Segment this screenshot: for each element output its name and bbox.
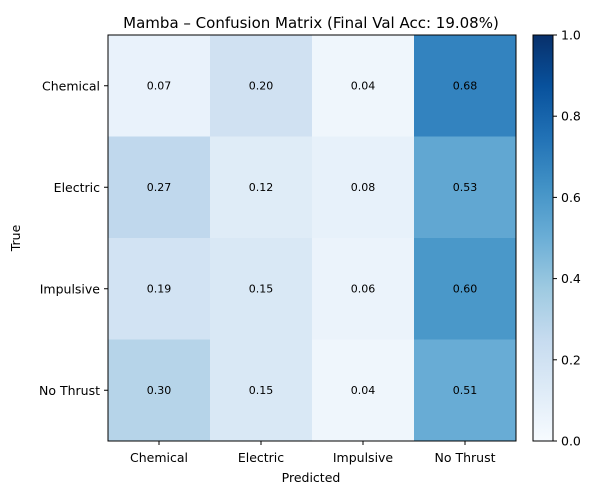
cell-value-label: 0.60 bbox=[453, 282, 478, 295]
heatmap-cells bbox=[108, 35, 517, 442]
heatmap-cell bbox=[414, 35, 517, 137]
cell-value-label: 0.15 bbox=[249, 384, 274, 397]
x-tick-label: No Thrust bbox=[434, 450, 495, 465]
heatmap-cell bbox=[108, 238, 211, 340]
cell-value-label: 0.04 bbox=[351, 384, 376, 397]
cell-value-label: 0.12 bbox=[249, 181, 274, 194]
x-tick-label: Impulsive bbox=[333, 450, 394, 465]
heatmap-cell bbox=[210, 339, 313, 442]
y-axis-ticks: Chemical Electric Impulsive No Thrust bbox=[39, 78, 108, 398]
heatmap-cell bbox=[312, 339, 415, 442]
x-axis-ticks: Chemical Electric Impulsive No Thrust bbox=[130, 441, 496, 465]
colorbar-ticks: 0.0 0.2 0.4 0.6 0.8 1.0 bbox=[553, 28, 581, 449]
heatmap-cell-labels: 0.07 0.20 0.04 0.68 0.27 0.12 0.08 0.53 0.19 0.15… bbox=[147, 79, 478, 397]
colorbar-tick-label: 0.4 bbox=[561, 271, 581, 286]
colorbar-tick-label: 0.0 bbox=[561, 434, 581, 449]
cell-value-label: 0.51 bbox=[453, 384, 478, 397]
heatmap-cell bbox=[312, 238, 415, 340]
cell-value-label: 0.53 bbox=[453, 181, 478, 194]
heatmap-cell bbox=[414, 136, 517, 239]
heatmap-cell bbox=[210, 238, 313, 340]
colorbar-tick-label: 0.6 bbox=[561, 190, 581, 205]
heatmap-cell bbox=[108, 339, 211, 442]
colorbar-tick-label: 0.2 bbox=[561, 352, 581, 367]
heatmap-cell bbox=[414, 238, 517, 340]
cell-value-label: 0.08 bbox=[351, 181, 376, 194]
colorbar-tick-label: 0.8 bbox=[561, 109, 581, 124]
cell-value-label: 0.19 bbox=[147, 282, 172, 295]
colorbar bbox=[532, 34, 554, 442]
cell-value-label: 0.07 bbox=[147, 79, 172, 92]
heatmap-cell bbox=[312, 35, 415, 137]
cell-value-label: 0.04 bbox=[351, 79, 376, 92]
heatmap-cell bbox=[210, 136, 313, 239]
x-tick-label: Chemical bbox=[130, 450, 188, 465]
heatmap-cell bbox=[108, 136, 211, 239]
y-axis-label: True bbox=[8, 224, 23, 252]
cell-value-label: 0.68 bbox=[453, 79, 478, 92]
plot-frame bbox=[107, 34, 517, 442]
heatmap-cell bbox=[414, 339, 517, 442]
cell-value-label: 0.06 bbox=[351, 282, 376, 295]
heatmap-cell bbox=[210, 35, 313, 137]
chart-title: Mamba – Confusion Matrix (Final Val Acc:… bbox=[123, 14, 499, 32]
heatmap-cell bbox=[108, 35, 211, 137]
heatmap-cell bbox=[312, 136, 415, 239]
x-tick-label: Electric bbox=[238, 450, 284, 465]
cell-value-label: 0.27 bbox=[147, 181, 172, 194]
x-axis-label: Predicted bbox=[282, 470, 341, 485]
colorbar-tick-label: 1.0 bbox=[561, 28, 581, 43]
cell-value-label: 0.15 bbox=[249, 282, 274, 295]
cell-value-label: 0.20 bbox=[249, 79, 274, 92]
y-tick-label: Impulsive bbox=[40, 281, 101, 296]
y-tick-label: Chemical bbox=[42, 78, 100, 93]
cell-value-label: 0.30 bbox=[147, 384, 172, 397]
y-tick-label: Electric bbox=[54, 180, 100, 195]
y-tick-label: No Thrust bbox=[39, 383, 100, 398]
